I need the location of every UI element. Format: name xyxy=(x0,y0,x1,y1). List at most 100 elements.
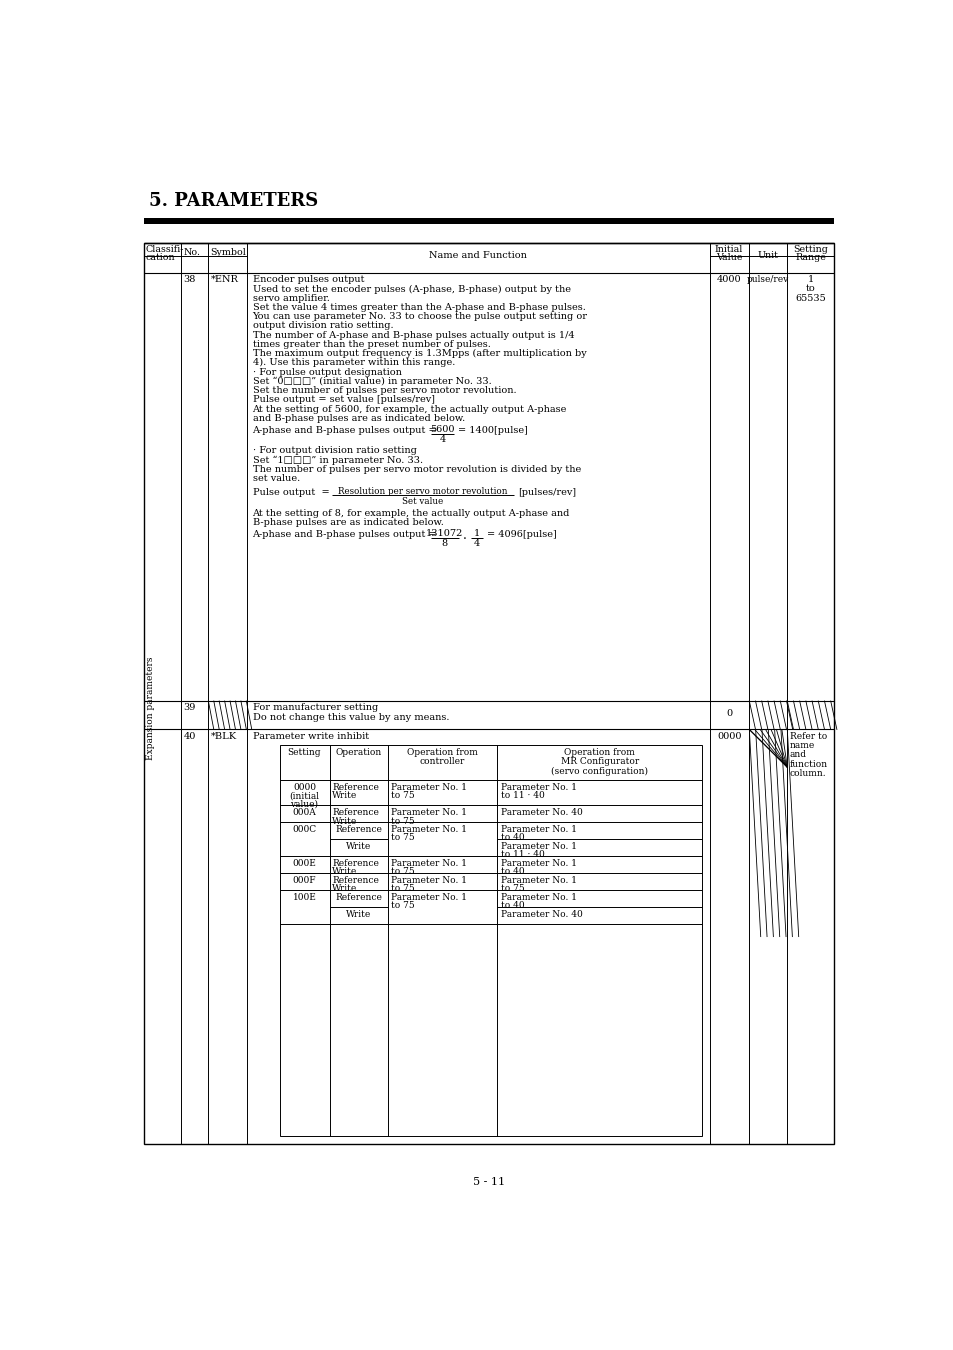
Text: 65535: 65535 xyxy=(795,294,825,302)
Text: Write: Write xyxy=(346,842,371,850)
Text: to 75: to 75 xyxy=(391,833,415,842)
Text: 000E: 000E xyxy=(293,859,316,868)
Text: and B-phase pulses are as indicated below.: and B-phase pulses are as indicated belo… xyxy=(253,414,464,423)
Text: Parameter No. 1: Parameter No. 1 xyxy=(500,859,576,868)
Text: Parameter No. 40: Parameter No. 40 xyxy=(500,809,581,817)
Text: Parameter No. 1: Parameter No. 1 xyxy=(391,859,467,868)
Text: Write: Write xyxy=(346,910,371,918)
Text: 100E: 100E xyxy=(293,892,316,902)
Text: A-phase and B-phase pulses output =: A-phase and B-phase pulses output = xyxy=(253,531,436,539)
Text: Reference: Reference xyxy=(332,809,379,817)
Text: Set value: Set value xyxy=(402,497,443,506)
Bar xyxy=(279,745,701,1137)
Text: At the setting of 8, for example, the actually output A-phase and: At the setting of 8, for example, the ac… xyxy=(253,509,569,517)
Text: 000C: 000C xyxy=(293,825,316,834)
Text: No.: No. xyxy=(183,248,200,258)
Text: pulse/rev: pulse/rev xyxy=(746,275,788,285)
Text: Encoder pulses output: Encoder pulses output xyxy=(253,275,364,285)
Text: Setting: Setting xyxy=(792,246,827,254)
Text: 5 - 11: 5 - 11 xyxy=(473,1177,504,1187)
Text: The number of A-phase and B-phase pulses actually output is 1/4: The number of A-phase and B-phase pulses… xyxy=(253,331,574,340)
Text: Set the number of pulses per servo motor revolution.: Set the number of pulses per servo motor… xyxy=(253,386,516,396)
Text: 5600: 5600 xyxy=(430,425,455,435)
Text: · For pulse output designation: · For pulse output designation xyxy=(253,367,401,377)
Text: Parameter No. 1: Parameter No. 1 xyxy=(391,809,467,817)
Text: *ENR: *ENR xyxy=(211,275,238,285)
Text: Parameter No. 1: Parameter No. 1 xyxy=(391,783,467,791)
Text: to 75: to 75 xyxy=(391,791,415,801)
Text: Write: Write xyxy=(332,867,357,876)
Text: set value.: set value. xyxy=(253,474,299,483)
Text: 4). Use this parameter within this range.: 4). Use this parameter within this range… xyxy=(253,358,455,367)
Text: Parameter No. 1: Parameter No. 1 xyxy=(500,842,576,850)
Text: to 75: to 75 xyxy=(391,902,415,910)
Text: to 11 · 40: to 11 · 40 xyxy=(500,850,544,860)
Text: Parameter write inhibit: Parameter write inhibit xyxy=(253,732,368,741)
Text: Do not change this value by any means.: Do not change this value by any means. xyxy=(253,713,449,721)
Text: Name and Function: Name and Function xyxy=(429,251,526,259)
Text: Reference: Reference xyxy=(335,825,382,834)
Text: cation: cation xyxy=(146,252,175,262)
Text: to 75: to 75 xyxy=(391,867,415,876)
Text: MR Configurator: MR Configurator xyxy=(560,757,639,767)
Text: 4000: 4000 xyxy=(716,275,740,285)
Text: name: name xyxy=(789,741,814,751)
Text: Initial: Initial xyxy=(714,246,742,254)
Text: output division ratio setting.: output division ratio setting. xyxy=(253,321,393,331)
Text: Expansion parameters: Expansion parameters xyxy=(146,656,154,760)
Text: (initial: (initial xyxy=(289,791,319,801)
Text: to 75: to 75 xyxy=(500,884,524,894)
Text: servo amplifier.: servo amplifier. xyxy=(253,294,329,302)
Text: Parameter No. 1: Parameter No. 1 xyxy=(500,876,576,884)
Text: times greater than the preset number of pulses.: times greater than the preset number of … xyxy=(253,340,490,348)
Text: Value: Value xyxy=(715,252,741,262)
Text: 131072: 131072 xyxy=(426,529,463,539)
Text: Parameter No. 1: Parameter No. 1 xyxy=(391,876,467,884)
Text: Parameter No. 1: Parameter No. 1 xyxy=(391,825,467,834)
Text: to 75: to 75 xyxy=(391,817,415,825)
Text: Operation: Operation xyxy=(335,748,381,757)
Text: 0: 0 xyxy=(725,709,732,718)
Text: ·: · xyxy=(462,533,466,547)
Text: 1: 1 xyxy=(474,529,480,539)
Text: *BLK: *BLK xyxy=(211,732,236,741)
Text: · For output division ratio setting: · For output division ratio setting xyxy=(253,446,416,455)
Text: 5. PARAMETERS: 5. PARAMETERS xyxy=(149,192,317,209)
Text: 38: 38 xyxy=(183,275,195,285)
Text: 4: 4 xyxy=(438,435,445,444)
Text: Operation from: Operation from xyxy=(407,748,477,757)
Text: Parameter No. 1: Parameter No. 1 xyxy=(391,892,467,902)
Text: controller: controller xyxy=(419,757,465,767)
Text: 39: 39 xyxy=(183,703,195,713)
Text: The maximum output frequency is 1.3Mpps (after multiplication by: The maximum output frequency is 1.3Mpps … xyxy=(253,350,586,358)
Bar xyxy=(144,219,833,224)
Text: column.: column. xyxy=(789,768,825,778)
Text: Write: Write xyxy=(332,817,357,825)
Text: Parameter No. 1: Parameter No. 1 xyxy=(500,825,576,834)
Text: to: to xyxy=(805,285,815,293)
Text: Range: Range xyxy=(794,252,825,262)
Bar xyxy=(144,243,833,1143)
Text: Set the value 4 times greater than the A-phase and B-phase pulses.: Set the value 4 times greater than the A… xyxy=(253,302,585,312)
Text: 40: 40 xyxy=(183,732,195,741)
Text: and: and xyxy=(789,751,806,759)
Text: function: function xyxy=(789,760,827,768)
Text: 0000: 0000 xyxy=(716,732,740,741)
Text: value): value) xyxy=(290,799,318,809)
Text: For manufacturer setting: For manufacturer setting xyxy=(253,703,377,713)
Text: to 11 · 40: to 11 · 40 xyxy=(500,791,544,801)
Text: Write: Write xyxy=(332,791,357,801)
Text: Parameter No. 1: Parameter No. 1 xyxy=(500,892,576,902)
Text: Refer to: Refer to xyxy=(789,732,826,741)
Text: 000F: 000F xyxy=(293,876,316,884)
Text: Unit: Unit xyxy=(757,251,778,259)
Text: Reference: Reference xyxy=(332,876,379,884)
Text: (servo configuration): (servo configuration) xyxy=(551,767,648,775)
Text: to 40: to 40 xyxy=(500,902,523,910)
Text: Pulse output = set value [pulses/rev]: Pulse output = set value [pulses/rev] xyxy=(253,396,435,404)
Text: Parameter No. 1: Parameter No. 1 xyxy=(500,783,576,791)
Text: Operation from: Operation from xyxy=(564,748,635,757)
Text: Set “1□□□” in parameter No. 33.: Set “1□□□” in parameter No. 33. xyxy=(253,455,422,464)
Text: Reference: Reference xyxy=(332,783,379,791)
Text: Resolution per servo motor revolution: Resolution per servo motor revolution xyxy=(338,487,507,495)
